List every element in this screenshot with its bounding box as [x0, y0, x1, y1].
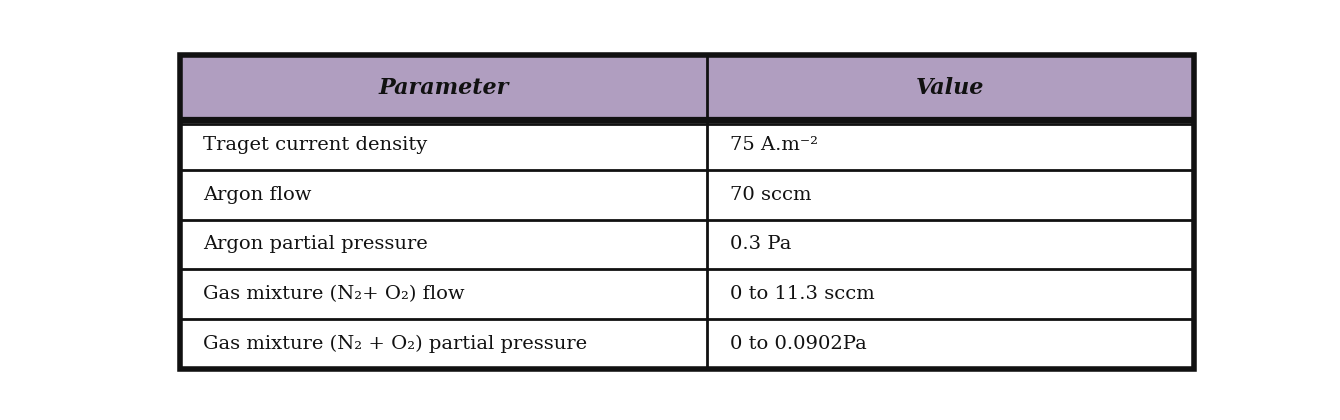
Text: Parameter: Parameter — [378, 76, 509, 99]
Text: 0 to 0.0902Pa: 0 to 0.0902Pa — [730, 335, 867, 353]
Text: 0.3 Pa: 0.3 Pa — [730, 236, 791, 253]
Text: Argon partial pressure: Argon partial pressure — [202, 236, 427, 253]
Text: Gas mixture (N₂+ O₂) flow: Gas mixture (N₂+ O₂) flow — [202, 285, 465, 303]
FancyBboxPatch shape — [180, 220, 1194, 269]
Text: Value: Value — [917, 76, 985, 99]
FancyBboxPatch shape — [180, 319, 1194, 369]
FancyBboxPatch shape — [180, 170, 1194, 220]
Text: 0 to 11.3 sccm: 0 to 11.3 sccm — [730, 285, 875, 303]
FancyBboxPatch shape — [180, 120, 1194, 170]
Text: Gas mixture (N₂ + O₂) partial pressure: Gas mixture (N₂ + O₂) partial pressure — [202, 335, 587, 353]
Text: 75 A.m⁻²: 75 A.m⁻² — [730, 136, 817, 154]
FancyBboxPatch shape — [180, 55, 1194, 120]
Text: Argon flow: Argon flow — [202, 186, 311, 204]
FancyBboxPatch shape — [180, 269, 1194, 319]
Text: 70 sccm: 70 sccm — [730, 186, 811, 204]
Text: Traget current density: Traget current density — [202, 136, 427, 154]
